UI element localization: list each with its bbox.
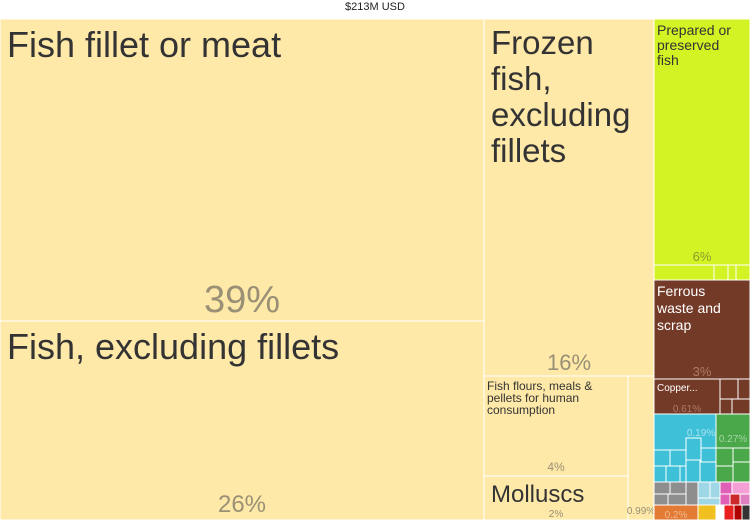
- tile-rect: [653, 378, 721, 415]
- tile-percent: 26%: [218, 491, 266, 518]
- minor-tile: [709, 481, 721, 499]
- minor-tile: [715, 447, 734, 467]
- minor-tile: [731, 398, 750, 415]
- minor-tile: [697, 481, 711, 499]
- tile-label: Frozen fish, excluding fillets: [491, 24, 630, 169]
- tile-percent: 0.19%: [687, 428, 715, 439]
- tile-percent: 3%: [693, 364, 712, 379]
- minor-tile: [685, 459, 701, 483]
- tile-label: Fish flours, meals & pellets for human con…: [487, 379, 592, 417]
- treemap-tile[interactable]: Ferrous waste and scrap 3%: [653, 279, 750, 380]
- treemap-tile[interactable]: Fish fillet or meat 39%: [0, 18, 485, 322]
- tile-rect: [0, 320, 485, 520]
- minor-tile: [699, 461, 717, 483]
- minor-tile: [723, 504, 735, 520]
- total-value-label: $213M USD: [345, 1, 405, 13]
- minor-tile: [685, 481, 699, 506]
- tile-rect: [627, 375, 655, 520]
- tile-percent: 2%: [549, 509, 564, 520]
- minor-tile: [729, 493, 741, 506]
- minor-tile: [737, 378, 750, 400]
- tile-percent: 0.2%: [665, 510, 688, 520]
- tile-rect: [653, 18, 750, 266]
- minor-tile: [739, 493, 750, 506]
- treemap-tile[interactable]: 0.99%: [627, 375, 655, 520]
- minor-tile: [653, 449, 671, 467]
- tile-percent: 16%: [547, 350, 591, 375]
- treemap-tile[interactable]: Fish, excluding fillets 26%: [0, 320, 485, 520]
- tile-percent: 0.27%: [719, 434, 747, 445]
- minor-tile: [653, 465, 667, 483]
- minor-tile: [715, 465, 734, 483]
- treemap-tile[interactable]: Fish flours, meals & pellets for human con…: [483, 375, 629, 477]
- minor-tile: [719, 481, 733, 495]
- minor-tile: [719, 378, 739, 400]
- tile-rect: [483, 18, 655, 377]
- minor-tile: [727, 264, 737, 281]
- minor-tile: [741, 504, 750, 520]
- tile-percent: 6%: [693, 249, 712, 264]
- minor-tile: [732, 447, 750, 463]
- tile-label: Prepared or preserved fish: [657, 22, 731, 68]
- tile-label: Molluscs: [491, 481, 584, 508]
- minor-tile: [732, 461, 750, 483]
- minor-tile: [665, 465, 681, 483]
- minor-tile: [700, 447, 717, 463]
- minor-tile: [697, 504, 717, 520]
- minor-tile: [669, 449, 687, 467]
- treemap-tile[interactable]: Frozen fish, excluding fillets 16%: [483, 18, 655, 377]
- minor-tile: [731, 481, 750, 495]
- minor-tile: [715, 504, 725, 520]
- minor-tile: [735, 264, 750, 281]
- minor-tile: [719, 493, 731, 506]
- tile-label: Fish fillet or meat: [7, 24, 281, 65]
- minor-tile: [697, 497, 721, 506]
- treemap-tile[interactable]: 0.2%: [653, 504, 699, 520]
- minor-tile: [713, 264, 729, 281]
- minor-tile: [733, 504, 743, 520]
- tile-rect: [0, 18, 485, 322]
- minor-tile: [719, 398, 733, 415]
- tile-label: Fish, excluding fillets: [7, 326, 339, 367]
- minor-tile: [653, 264, 715, 281]
- minor-tile: [667, 493, 687, 506]
- tile-rect: [483, 475, 629, 520]
- tile-rect: [653, 279, 750, 380]
- minor-tile: [669, 481, 687, 495]
- tile-percent: 0.61%: [673, 404, 701, 415]
- tile-percent: 4%: [547, 460, 565, 474]
- minor-tile: [685, 437, 702, 461]
- minor-tile: [653, 481, 671, 495]
- treemap-tile[interactable]: Copper... 0.61%: [653, 378, 721, 415]
- minor-tile: [653, 493, 669, 506]
- tile-label: Copper...: [657, 383, 698, 394]
- tile-rect: [483, 375, 629, 477]
- tile-percent: 39%: [204, 279, 280, 321]
- tile-label: Ferrous waste and scrap: [656, 283, 721, 333]
- treemap-tile[interactable]: Prepared or preserved fish 6%: [653, 18, 750, 266]
- tile-percent: 0.99%: [627, 506, 655, 517]
